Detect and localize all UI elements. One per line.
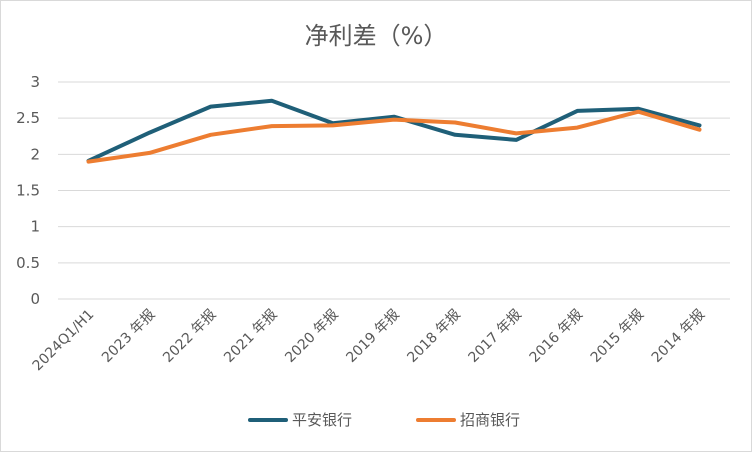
- x-tick-label: 2024Q1/H1: [30, 307, 98, 375]
- x-tick-label: 2015 年报: [588, 307, 647, 366]
- series-line-1: [86, 98, 702, 163]
- x-tick-label: 2021 年报: [221, 307, 280, 366]
- series-lines: [86, 98, 702, 164]
- legend-label: 招商银行: [460, 411, 520, 429]
- x-tick-label: 2018 年报: [404, 307, 463, 366]
- x-tick-label: 2017 年报: [466, 307, 525, 366]
- chart-title: 净利差（%）: [304, 22, 448, 50]
- y-tick-label: 2.5: [16, 109, 40, 127]
- y-tick-label: 2: [30, 145, 40, 163]
- x-tick-label: 2023 年报: [99, 307, 158, 366]
- y-tick-label: 0: [30, 290, 40, 308]
- x-tick-label: 2020 年报: [282, 307, 341, 366]
- y-tick-label: 3: [30, 73, 40, 91]
- y-tick-label: 1.5: [16, 182, 40, 200]
- legend-label: 平安银行: [292, 411, 352, 429]
- x-axis-ticks: 2024Q1/H1 2023 年报 2022 年报 2021 年报 2020 年报 201…: [30, 307, 709, 375]
- x-tick-label: 2019 年报: [343, 307, 402, 366]
- x-tick-label: 2022 年报: [160, 307, 219, 366]
- x-tick-label: 2016 年报: [527, 307, 586, 366]
- x-tick-label: 2014 年报: [649, 307, 708, 366]
- y-tick-label: 0.5: [16, 254, 40, 272]
- y-axis-ticks: 0 0.5 1 1.5 2 2.5 3: [16, 73, 40, 308]
- legend: 平安银行 招商银行: [248, 411, 520, 429]
- y-tick-label: 1: [30, 218, 40, 236]
